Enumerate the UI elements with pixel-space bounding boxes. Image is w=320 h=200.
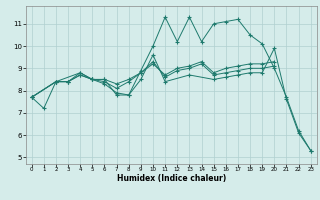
- X-axis label: Humidex (Indice chaleur): Humidex (Indice chaleur): [116, 174, 226, 183]
